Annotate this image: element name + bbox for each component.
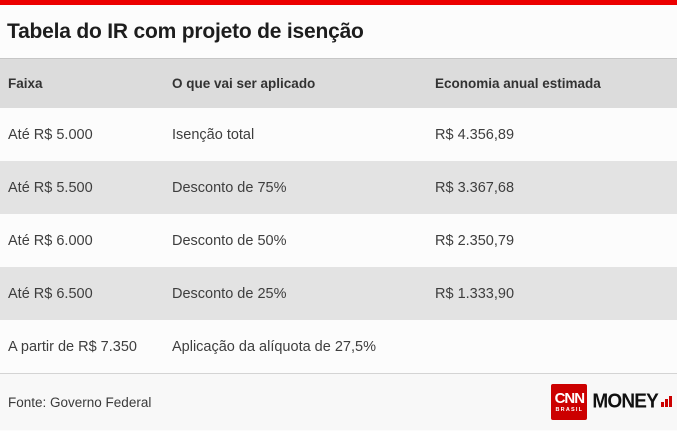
source-text: Fonte: Governo Federal xyxy=(8,394,152,410)
table-header-row: Faixa O que vai ser aplicado Economia an… xyxy=(0,58,677,108)
cell-economia: R$ 1.333,90 xyxy=(435,285,515,302)
page-title: Tabela do IR com projeto de isenção xyxy=(7,19,364,43)
accent-bar xyxy=(0,0,677,5)
footer: Fonte: Governo Federal CNN BRASIL MONEY xyxy=(0,374,677,430)
cnn-logo-text: CNN xyxy=(554,389,585,407)
cell-faixa: Até R$ 6.000 xyxy=(8,232,93,249)
brasil-logo-text: BRASIL xyxy=(555,406,584,413)
cell-economia: R$ 2.350,79 xyxy=(435,232,515,249)
cell-faixa: Até R$ 6.500 xyxy=(8,285,93,302)
cnn-money-logo: CNN BRASIL MONEY xyxy=(551,384,672,420)
table-row: A partir de R$ 7.350 Aplicação da alíquo… xyxy=(0,320,677,373)
money-logo-text: MONEY xyxy=(592,390,658,413)
cell-aplicado: Desconto de 75% xyxy=(172,179,287,196)
cell-faixa: A partir de R$ 7.350 xyxy=(8,338,137,355)
column-header-aplicado: O que vai ser aplicado xyxy=(172,76,316,91)
cell-aplicado: Aplicação da alíquota de 27,5% xyxy=(172,338,376,355)
cell-economia: R$ 4.356,89 xyxy=(435,126,515,143)
cell-economia: R$ 3.367,68 xyxy=(435,179,515,196)
cell-aplicado: Desconto de 50% xyxy=(172,232,287,249)
title-block: Tabela do IR com projeto de isenção xyxy=(0,5,677,58)
table-row: Até R$ 6.500 Desconto de 25% R$ 1.333,90 xyxy=(0,267,677,320)
cell-aplicado: Isenção total xyxy=(172,126,255,143)
column-header-economia: Economia anual estimada xyxy=(435,76,601,91)
column-header-faixa: Faixa xyxy=(8,76,43,91)
table-row: Até R$ 6.000 Desconto de 50% R$ 2.350,79 xyxy=(0,214,677,267)
divider xyxy=(0,373,677,374)
cnn-brasil-logo: CNN BRASIL xyxy=(551,384,588,420)
table-row: Até R$ 5.000 Isenção total R$ 4.356,89 xyxy=(0,108,677,161)
cell-faixa: Até R$ 5.500 xyxy=(8,179,93,196)
bar-chart-icon xyxy=(661,395,672,409)
table-row: Até R$ 5.500 Desconto de 75% R$ 3.367,68 xyxy=(0,161,677,214)
cell-aplicado: Desconto de 25% xyxy=(172,285,287,302)
cell-faixa: Até R$ 5.000 xyxy=(8,126,93,143)
